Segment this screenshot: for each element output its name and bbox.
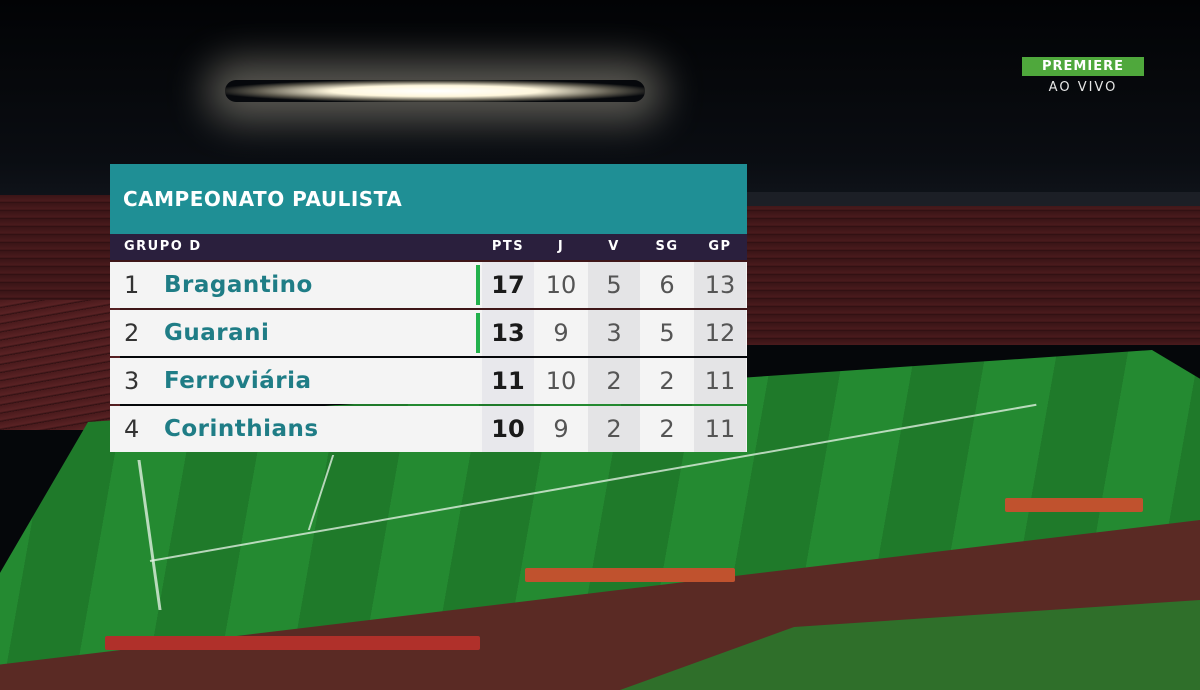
column-header-gp: GP	[708, 239, 732, 254]
position: 1	[124, 271, 140, 299]
table-row: 4 Corinthians 10 9 2 2 11	[110, 406, 747, 452]
live-indicator: AO VIVO	[1048, 80, 1118, 95]
goal-diff-cell: 6	[659, 271, 675, 299]
goal-diff-cell: 2	[659, 415, 675, 443]
stadium-stands-left	[0, 300, 120, 430]
points-cell: 11	[482, 358, 534, 404]
group-label: GRUPO D	[124, 239, 202, 254]
table-row: 3 Ferroviária 11 10 2 2 11	[110, 358, 747, 404]
position: 4	[124, 415, 140, 443]
points-cell: 13	[482, 310, 534, 356]
goals-for-cell: 13	[694, 262, 746, 308]
qualification-marker	[476, 265, 480, 305]
games-cell: 10	[545, 367, 577, 395]
ad-board	[525, 568, 735, 582]
goals-for-cell: 11	[694, 406, 746, 452]
ad-board	[105, 636, 480, 650]
column-header-sg: SG	[655, 239, 679, 254]
points-cell: 17	[482, 262, 534, 308]
standings-title: CAMPEONATO PAULISTA	[110, 164, 747, 234]
goal-diff-cell: 5	[659, 319, 675, 347]
position: 3	[124, 367, 140, 395]
team-name: Ferroviária	[164, 368, 312, 394]
goals-for-cell: 12	[694, 310, 746, 356]
goals-for-cell: 11	[694, 358, 746, 404]
column-header-v: V	[608, 239, 620, 254]
position: 2	[124, 319, 140, 347]
column-header-pts: PTS	[491, 239, 525, 254]
ad-board	[1005, 498, 1143, 512]
standings-table: CAMPEONATO PAULISTA GRUPO D PTS J V SG G…	[110, 164, 747, 452]
table-row: 2 Guarani 13 9 3 5 12	[110, 310, 747, 356]
points-cell: 10	[482, 406, 534, 452]
team-name: Bragantino	[164, 272, 313, 298]
standings-header: GRUPO D PTS J V SG GP	[110, 234, 747, 260]
games-cell: 9	[553, 319, 569, 347]
team-name: Guarani	[164, 320, 270, 346]
column-header-j: J	[557, 239, 565, 254]
wins-cell: 5	[588, 262, 640, 308]
wins-cell: 2	[588, 358, 640, 404]
team-name: Corinthians	[164, 416, 319, 442]
games-cell: 9	[553, 415, 569, 443]
wins-cell: 2	[588, 406, 640, 452]
floodlights	[225, 80, 645, 102]
wins-cell: 3	[588, 310, 640, 356]
goal-diff-cell: 2	[659, 367, 675, 395]
stands-roof	[745, 192, 1200, 206]
qualification-marker	[476, 313, 480, 353]
games-cell: 10	[545, 271, 577, 299]
premiere-logo: PREMIERE	[1022, 57, 1144, 76]
table-row: 1 Bragantino 17 10 5 6 13	[110, 262, 747, 308]
